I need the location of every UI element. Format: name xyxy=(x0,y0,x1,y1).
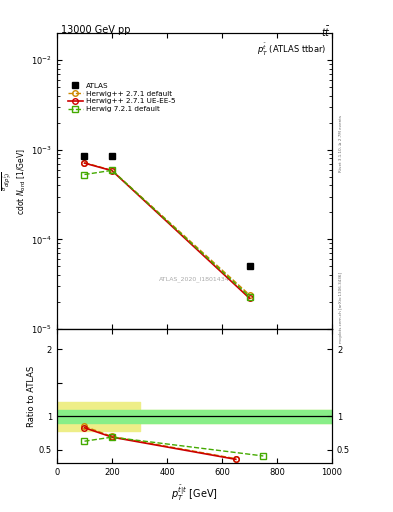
Text: $t\bar{t}$: $t\bar{t}$ xyxy=(321,25,331,38)
Herwig 7.2.1 default xyxy=(82,172,87,178)
Text: mcplots.cern.ch [arXiv:1306.3436]: mcplots.cern.ch [arXiv:1306.3436] xyxy=(339,272,343,343)
Line: Herwig++ 2.7.1 UE-EE-5: Herwig++ 2.7.1 UE-EE-5 xyxy=(82,160,252,301)
Herwig 7.2.1 default xyxy=(110,167,114,174)
X-axis label: $p^{\bar{t}|t}_T$ [GeV]: $p^{\bar{t}|t}_T$ [GeV] xyxy=(171,483,218,503)
Y-axis label: Ratio to ATLAS: Ratio to ATLAS xyxy=(27,366,36,427)
Herwig 7.2.1 default xyxy=(247,293,252,300)
Herwig++ 2.7.1 default xyxy=(82,160,87,166)
ATLAS xyxy=(247,263,252,269)
Herwig++ 2.7.1 default xyxy=(110,167,114,174)
Text: Rivet 3.1.10, ≥ 2.7M events: Rivet 3.1.10, ≥ 2.7M events xyxy=(339,115,343,172)
Herwig++ 2.7.1 UE-EE-5 xyxy=(110,167,114,174)
Text: $p_T^{\bar{t}}$ (ATLAS ttbar): $p_T^{\bar{t}}$ (ATLAS ttbar) xyxy=(257,42,327,58)
ATLAS xyxy=(110,153,114,159)
Text: ATLAS_2020_I1801434: ATLAS_2020_I1801434 xyxy=(159,276,230,282)
Line: ATLAS: ATLAS xyxy=(81,153,253,269)
Text: 13000 GeV pp: 13000 GeV pp xyxy=(61,25,130,35)
Herwig++ 2.7.1 UE-EE-5 xyxy=(82,160,87,166)
Legend: ATLAS, Herwig++ 2.7.1 default, Herwig++ 2.7.1 UE-EE-5, Herwig 7.2.1 default: ATLAS, Herwig++ 2.7.1 default, Herwig++ … xyxy=(66,81,177,114)
ATLAS xyxy=(82,153,87,159)
Line: Herwig++ 2.7.1 default: Herwig++ 2.7.1 default xyxy=(82,160,252,297)
Herwig++ 2.7.1 default xyxy=(247,292,252,298)
Line: Herwig 7.2.1 default: Herwig 7.2.1 default xyxy=(82,167,252,300)
Herwig++ 2.7.1 UE-EE-5 xyxy=(247,295,252,302)
Y-axis label: $\frac{1}{\sigma}\frac{d^2\sigma}{d(p^{\bar{t}}_T)}$
cdot $N_\mathrm{ord}$ [1/Ge: $\frac{1}{\sigma}\frac{d^2\sigma}{d(p^{\… xyxy=(0,147,28,215)
